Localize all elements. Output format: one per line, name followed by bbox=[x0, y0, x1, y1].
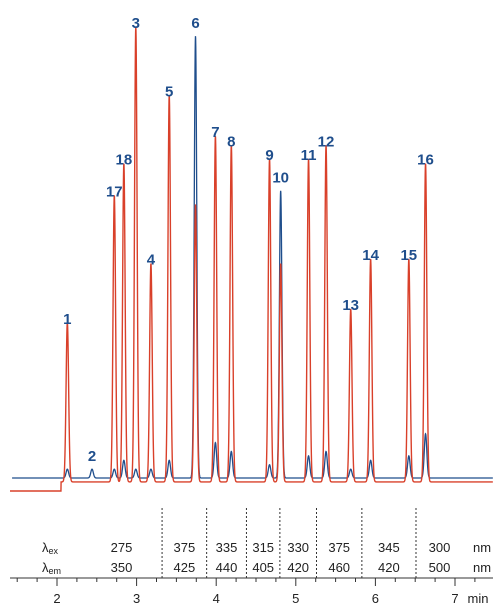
fluorescence-trace bbox=[10, 27, 493, 492]
peak-label: 8 bbox=[227, 133, 235, 150]
wavelength-table: λex λem nm nm 275 350 375 425 335 440 315 405 33… bbox=[42, 540, 491, 576]
x-tick-label: 2 bbox=[53, 591, 60, 606]
lambda-em-label: λem bbox=[42, 560, 61, 576]
peak-label: 12 bbox=[318, 133, 335, 150]
peak-label: 13 bbox=[342, 297, 359, 314]
peak-label: 16 bbox=[417, 152, 434, 169]
lambda-ex-label: λex bbox=[42, 540, 59, 556]
traces-group bbox=[10, 27, 493, 492]
excitation-value: 375 bbox=[174, 540, 196, 555]
peak-label: 5 bbox=[165, 83, 173, 100]
peak-label: 18 bbox=[116, 152, 133, 169]
excitation-value: 315 bbox=[252, 540, 274, 555]
peak-label: 15 bbox=[400, 247, 417, 264]
excitation-value: 345 bbox=[378, 540, 400, 555]
emission-value: 420 bbox=[287, 560, 309, 575]
peak-label: 10 bbox=[272, 170, 289, 187]
peak-label: 14 bbox=[362, 247, 379, 264]
excitation-value: 330 bbox=[287, 540, 309, 555]
peak-label: 3 bbox=[132, 15, 140, 32]
x-tick-label: 6 bbox=[372, 591, 379, 606]
emission-value: 500 bbox=[429, 560, 451, 575]
peak-label: 6 bbox=[191, 15, 199, 32]
unit-ex-label: nm bbox=[473, 540, 491, 555]
peak-label: 4 bbox=[147, 252, 156, 269]
peak-label: 11 bbox=[301, 147, 317, 164]
unit-em-label: nm bbox=[473, 560, 491, 575]
emission-value: 440 bbox=[216, 560, 238, 575]
x-axis: 2 3 4 5 6 7 bbox=[10, 577, 493, 606]
peak-label: 17 bbox=[106, 183, 123, 200]
x-axis-unit-label: min bbox=[468, 591, 489, 606]
peak-label: 7 bbox=[211, 124, 219, 141]
emission-value: 460 bbox=[328, 560, 350, 575]
emission-value: 425 bbox=[174, 560, 196, 575]
x-tick-label: 7 bbox=[451, 591, 458, 606]
peak-label: 1 bbox=[63, 311, 71, 328]
excitation-value: 335 bbox=[216, 540, 238, 555]
emission-value: 405 bbox=[252, 560, 274, 575]
x-tick-label: 3 bbox=[133, 591, 140, 606]
excitation-value: 375 bbox=[328, 540, 350, 555]
peak-label: 2 bbox=[88, 448, 96, 465]
uv-trace bbox=[12, 36, 493, 479]
x-tick-label: 5 bbox=[292, 591, 299, 606]
excitation-value: 275 bbox=[111, 540, 133, 555]
excitation-value: 300 bbox=[429, 540, 451, 555]
x-tick-label: 4 bbox=[213, 591, 220, 606]
emission-value: 420 bbox=[378, 560, 400, 575]
emission-value: 350 bbox=[111, 560, 133, 575]
peak-label: 9 bbox=[265, 147, 273, 164]
